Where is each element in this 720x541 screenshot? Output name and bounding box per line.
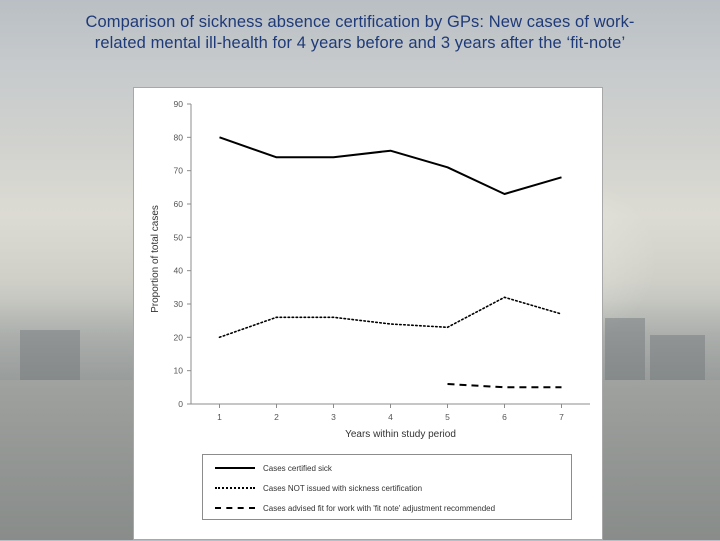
legend-swatch-dashed [215,507,255,509]
legend-item-fit-note: Cases advised fit for work with 'fit not… [215,500,495,516]
y-tick-label: 30 [174,299,184,309]
slide-title-line-2: related mental ill-health for 4 years be… [94,34,626,52]
y-axis-label: Proportion of total cases [150,205,161,313]
legend-item-certified-sick: Cases certified sick [215,460,332,476]
slide-title-line-1: Comparison of sickness absence certifica… [85,13,635,31]
y-tick-label: 60 [174,199,184,209]
y-tick-label: 50 [174,232,184,242]
y-tick-label: 80 [174,132,184,142]
background-building [20,330,80,380]
x-tick-label: 7 [559,412,564,422]
line-chart: 0 10 20 30 40 50 60 70 80 90 1 2 3 4 5 6 7 Years within s… [150,99,590,440]
y-tick-label: 70 [174,166,184,176]
legend-label: Cases NOT issued with sickness certifica… [263,483,423,493]
y-tick-label: 10 [174,366,184,376]
series-line-dotted [218,296,563,339]
legend-swatch-solid [215,467,255,469]
slide-title: Comparison of sickness absence certifica… [0,12,720,54]
legend-label: Cases certified sick [263,463,332,473]
background-building [605,318,645,380]
legend-item-not-issued: Cases NOT issued with sickness certifica… [215,480,422,496]
x-tick-label: 4 [388,412,393,422]
series-line-dashed [447,383,562,389]
background-building [650,335,705,380]
y-tick-label: 40 [174,266,184,276]
x-tick-label: 6 [502,412,507,422]
x-tick-label: 5 [445,412,450,422]
chart-legend: Cases certified sick Cases NOT issued wi… [202,454,572,520]
y-tick-label: 0 [178,399,183,409]
series-line-solid [219,136,562,195]
x-tick-label: 3 [331,412,336,422]
x-tick-label: 2 [274,412,279,422]
x-tick-label: 1 [217,412,222,422]
legend-swatch-dotted [215,487,255,489]
x-axis-label: Years within study period [345,429,456,440]
chart-panel: 0 10 20 30 40 50 60 70 80 90 1 2 3 4 5 6 7 Years within s… [133,87,603,540]
y-tick-label: 20 [174,332,184,342]
y-tick-label: 90 [174,99,184,109]
legend-label: Cases advised fit for work with 'fit not… [263,503,496,513]
